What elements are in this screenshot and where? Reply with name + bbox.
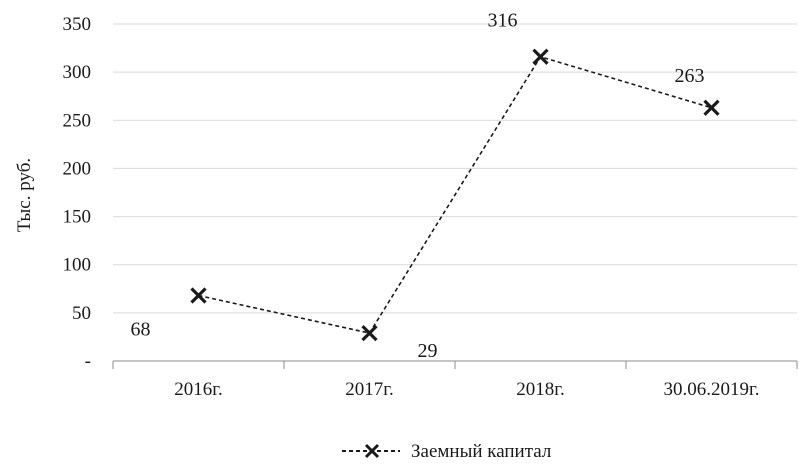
y-axis-title: Тыс. руб.: [14, 158, 35, 232]
y-tick-label: 50: [72, 303, 91, 324]
y-tick-label: 350: [63, 14, 92, 35]
x-tick-label: 30.06.2019г.: [664, 379, 760, 400]
series-line: [198, 55, 712, 334]
axes: [112, 360, 798, 369]
x-tick-label: 2017г.: [345, 379, 393, 400]
x-tick-label: 2018г.: [516, 379, 564, 400]
legend-marker-x-icon: [364, 443, 380, 459]
y-tick-label: 250: [63, 110, 92, 131]
y-tick-label: 300: [63, 62, 92, 83]
data-label: 263: [675, 65, 705, 87]
legend: Заемный капитал: [342, 441, 552, 462]
data-point-x-icon: [361, 324, 378, 342]
x-tick-labels: 2016г. 2017г. 2018г. 30.06.2019г.: [174, 379, 759, 400]
data-label: 316: [488, 10, 518, 32]
data-point-x-icon: [703, 99, 720, 116]
data-point-x-icon: [532, 48, 549, 65]
y-tick-label: 200: [63, 158, 92, 179]
data-point-x-icon: [190, 287, 207, 304]
marker-stroke: [361, 324, 378, 342]
marker-stroke: [532, 48, 549, 65]
x-tick-label: 2016г.: [174, 379, 222, 400]
data-label: 29: [418, 340, 438, 362]
series: [190, 48, 720, 342]
data-labels: 68 29 316 263: [131, 10, 705, 362]
legend-marker-stroke: [364, 443, 380, 459]
marker-stroke: [703, 99, 720, 116]
y-tick-label: 100: [63, 255, 92, 276]
marker-stroke: [190, 287, 207, 304]
gridlines: [113, 23, 797, 314]
data-label: 68: [131, 319, 151, 341]
y-tick-label: -: [85, 351, 91, 372]
legend-series-label: Заемный капитал: [411, 441, 552, 461]
y-tick-label: 150: [63, 207, 92, 228]
y-tick-labels: - 50 100 150 200 250 300 350: [63, 14, 92, 372]
